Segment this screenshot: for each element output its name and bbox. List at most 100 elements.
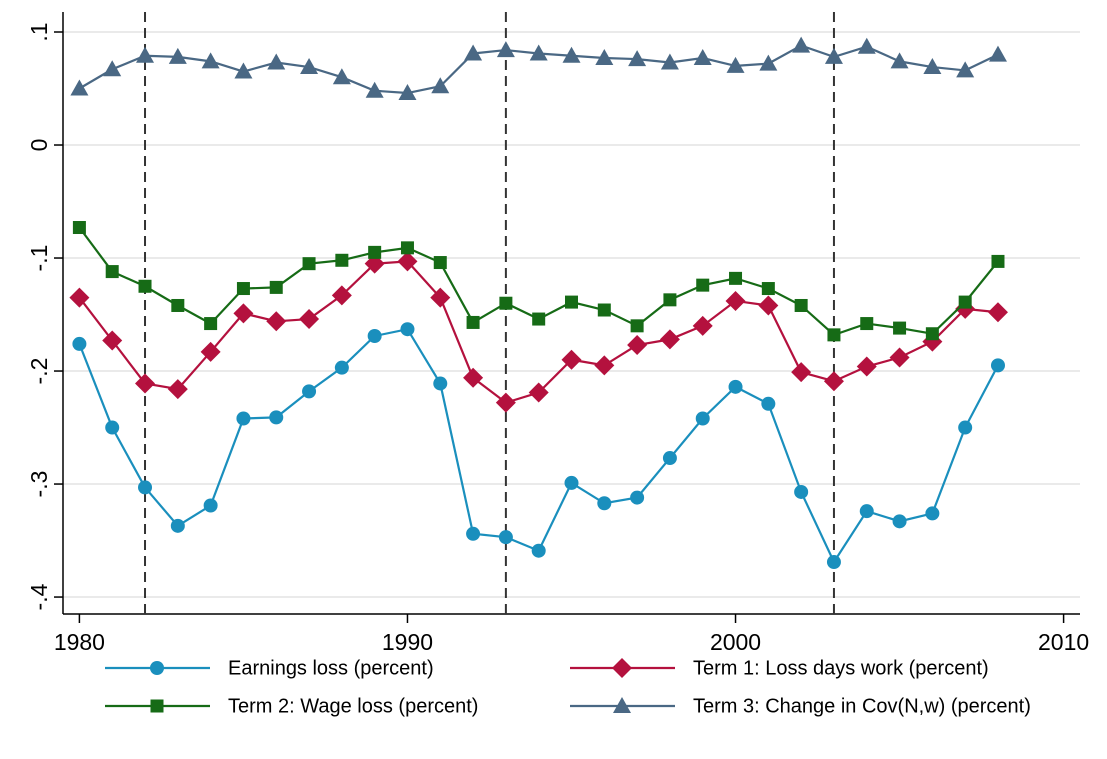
point (464, 44, 483, 61)
y-tick-label: -.2 (26, 358, 52, 385)
y-tick-label: -.3 (26, 471, 52, 498)
point (136, 46, 155, 63)
point (367, 328, 382, 343)
y-tick-label: -.4 (26, 583, 52, 610)
point (988, 45, 1007, 62)
point (595, 48, 614, 65)
point (528, 382, 549, 403)
point (956, 61, 975, 78)
point (236, 411, 251, 426)
point (958, 295, 972, 309)
point (630, 490, 645, 505)
point (758, 295, 779, 316)
legend-label: Term 2: Wage loss (percent) (228, 695, 478, 717)
legend-marker (150, 699, 164, 713)
point (269, 280, 283, 294)
point (761, 282, 775, 296)
point (201, 52, 220, 69)
point (890, 52, 909, 69)
point (331, 285, 352, 306)
point (794, 484, 809, 499)
point (759, 54, 778, 71)
point (726, 56, 745, 73)
point (335, 253, 349, 267)
point (72, 221, 86, 235)
point (102, 330, 123, 351)
y-tick-label: -.1 (26, 245, 52, 272)
point (562, 46, 581, 63)
point (692, 315, 713, 336)
point (597, 303, 611, 317)
point (659, 329, 680, 350)
point (299, 309, 320, 330)
point (564, 475, 579, 490)
point (925, 506, 940, 521)
point (889, 347, 910, 368)
point (990, 358, 1005, 373)
point (660, 53, 679, 70)
legend-label: Term 3: Change in Cov(N,w) (percent) (693, 695, 1031, 717)
point (925, 327, 939, 341)
point (171, 298, 185, 312)
point (105, 420, 120, 435)
point (368, 245, 382, 259)
legend-marker (612, 658, 632, 678)
point (958, 420, 973, 435)
point (857, 37, 876, 54)
point (823, 371, 844, 392)
legend-marker (613, 697, 631, 713)
point (168, 47, 187, 64)
point (267, 53, 286, 70)
point (103, 60, 122, 77)
point (695, 411, 710, 426)
point (433, 256, 447, 270)
point (400, 241, 414, 255)
point (398, 84, 417, 101)
point (729, 271, 743, 285)
point (463, 367, 484, 388)
y-tick-label: 0 (26, 139, 52, 152)
point (923, 58, 942, 75)
point (138, 480, 153, 495)
point (761, 396, 776, 411)
legend-label: Term 1: Loss days work (percent) (693, 657, 989, 679)
point (892, 514, 907, 529)
point (499, 296, 513, 310)
point (135, 373, 156, 394)
point (663, 293, 677, 307)
point (728, 379, 743, 394)
point (860, 317, 874, 331)
point (203, 498, 218, 513)
point (431, 77, 450, 94)
x-tick-label: 1980 (54, 629, 105, 655)
point (630, 319, 644, 333)
point (302, 384, 317, 399)
point (498, 530, 513, 545)
point (565, 295, 578, 309)
legend-marker (150, 661, 164, 675)
point (826, 555, 841, 570)
point (300, 58, 319, 75)
point (696, 278, 710, 292)
point (72, 336, 87, 351)
point (594, 355, 615, 376)
point (496, 41, 515, 58)
point (693, 48, 712, 65)
point (233, 303, 254, 324)
point (365, 81, 384, 98)
x-tick-label: 1990 (382, 629, 433, 655)
point (204, 317, 218, 331)
point (792, 36, 811, 53)
point (466, 526, 481, 541)
point (430, 287, 451, 308)
point (495, 392, 516, 413)
point (70, 79, 89, 96)
point (332, 68, 351, 85)
point (791, 362, 812, 383)
point (400, 322, 415, 337)
point (893, 321, 907, 335)
legend-label: Earnings loss (percent) (228, 657, 434, 679)
point (991, 254, 1005, 268)
point (794, 298, 808, 312)
